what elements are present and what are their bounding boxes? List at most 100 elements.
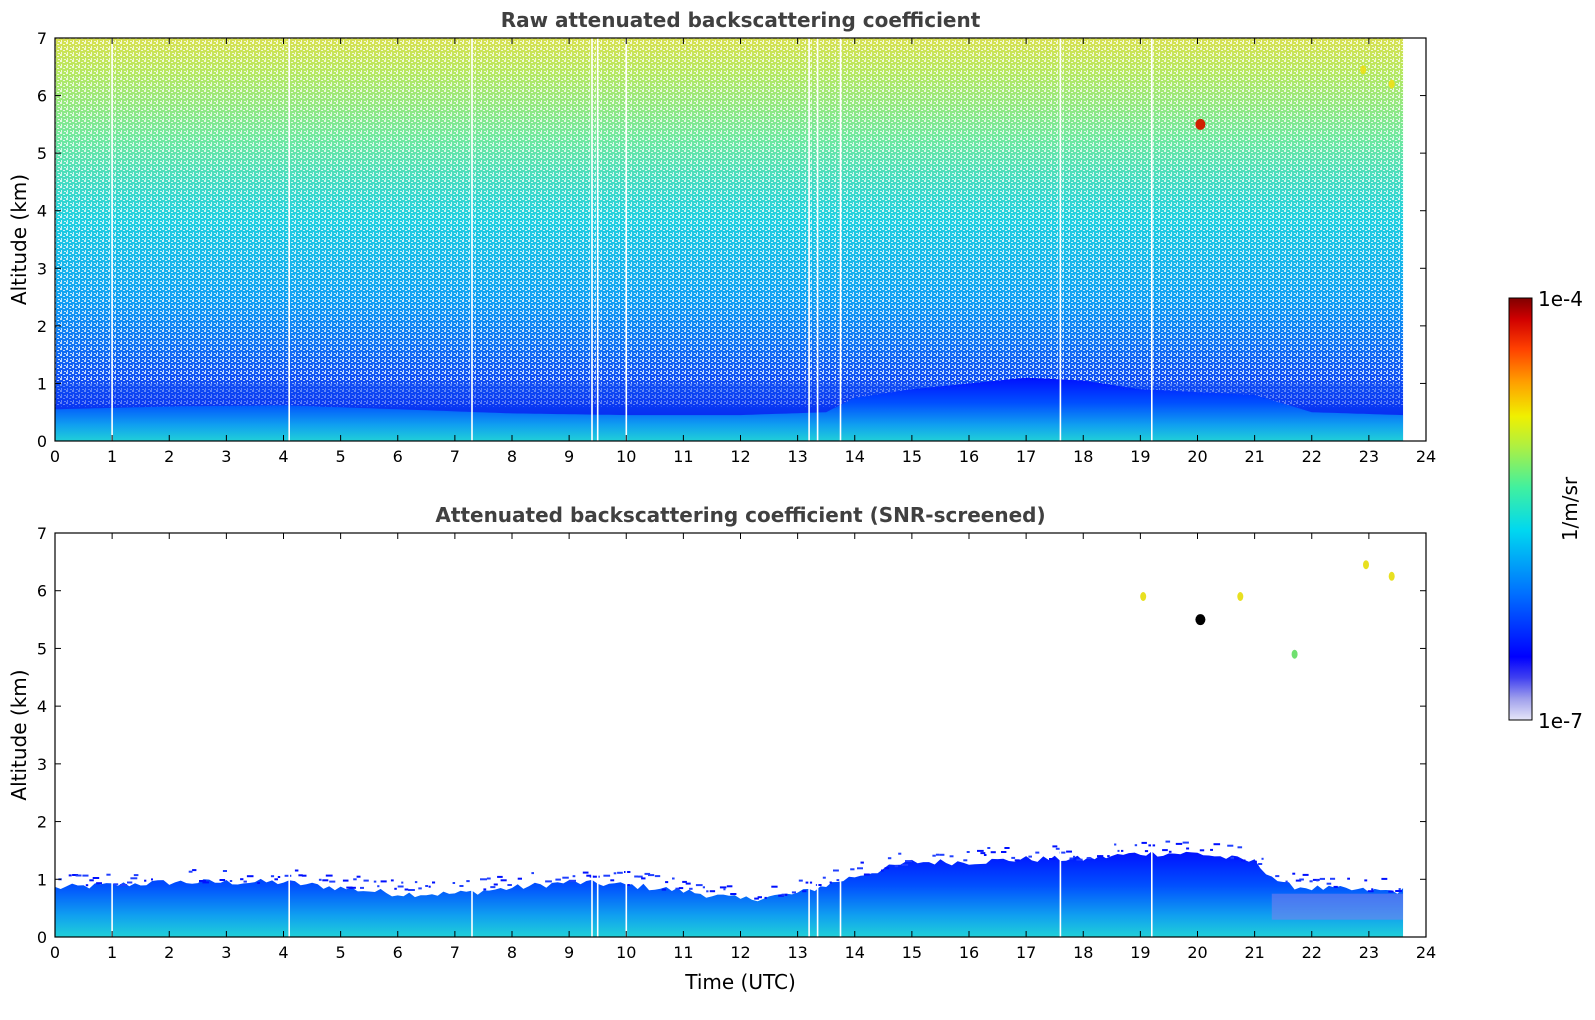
screened-fleck bbox=[222, 870, 227, 872]
screened-fleck bbox=[1395, 890, 1402, 892]
screened-fleck bbox=[322, 879, 329, 882]
screened-fleck bbox=[1069, 857, 1074, 860]
x-tick-label: 19 bbox=[1130, 447, 1150, 466]
screened-fleck bbox=[96, 882, 102, 885]
colorbar-max-label: 1e-4 bbox=[1538, 287, 1583, 311]
data-gap bbox=[596, 533, 599, 937]
x-tick-label: 16 bbox=[959, 943, 979, 962]
screened-fleck bbox=[719, 886, 727, 889]
screened-fleck bbox=[298, 874, 303, 877]
y-tick-label: 7 bbox=[37, 524, 47, 543]
data-gap bbox=[111, 533, 113, 937]
screened-fleck bbox=[572, 875, 576, 878]
screened-fleck bbox=[1086, 857, 1092, 860]
screened-fleck bbox=[555, 878, 561, 881]
data-gap bbox=[596, 38, 599, 441]
screened-fleck bbox=[966, 851, 970, 853]
screened-fleck bbox=[963, 859, 968, 862]
data-gap bbox=[288, 38, 290, 441]
data-gap bbox=[1151, 38, 1153, 441]
screened-fleck bbox=[401, 881, 404, 884]
screened-fleck bbox=[1168, 850, 1172, 853]
screened-fleck bbox=[935, 853, 940, 856]
screened-fleck bbox=[329, 880, 336, 883]
y-tick-label: 2 bbox=[37, 317, 47, 336]
x-tick-label: 2 bbox=[164, 447, 174, 466]
screened-fleck bbox=[672, 877, 675, 880]
y-tick-label: 0 bbox=[37, 432, 47, 451]
screened-fleck bbox=[901, 863, 909, 866]
screened-fleck bbox=[1199, 849, 1205, 852]
screened-fleck bbox=[641, 877, 646, 880]
screened-fleck bbox=[1299, 878, 1304, 881]
screened-fleck bbox=[425, 885, 429, 887]
x-tick-label: 9 bbox=[564, 943, 574, 962]
screened-fleck bbox=[414, 881, 418, 884]
screened-fleck bbox=[1326, 882, 1332, 885]
screened-fleck bbox=[1292, 872, 1296, 875]
screened-fleck bbox=[730, 893, 737, 895]
cloud-feature bbox=[1195, 614, 1206, 626]
screened-fleck bbox=[274, 878, 278, 881]
screened-fleck bbox=[863, 873, 870, 876]
screened-fleck bbox=[898, 852, 902, 855]
screened-fleck bbox=[113, 883, 119, 886]
screened-fleck bbox=[624, 871, 631, 873]
screened-fleck bbox=[1254, 860, 1257, 863]
screened-fleck bbox=[802, 890, 807, 893]
x-tick-label: 5 bbox=[336, 447, 346, 466]
screened-fleck bbox=[294, 869, 299, 872]
screened-fleck bbox=[202, 881, 209, 884]
data-gap bbox=[1059, 38, 1062, 441]
screened-fleck bbox=[466, 880, 470, 883]
screened-fleck bbox=[133, 874, 139, 877]
x-tick-label: 7 bbox=[450, 447, 460, 466]
screened-fleck bbox=[1367, 890, 1374, 893]
x-tick-label: 6 bbox=[393, 943, 403, 962]
screened-fleck bbox=[390, 879, 394, 882]
screened-fleck bbox=[980, 852, 986, 855]
x-tick-label: 10 bbox=[616, 943, 636, 962]
screened-fleck bbox=[459, 885, 464, 887]
screened-fleck bbox=[363, 879, 369, 882]
x-tick-label: 10 bbox=[616, 447, 636, 466]
screened-fleck bbox=[318, 878, 322, 881]
screened-fleck bbox=[791, 891, 796, 894]
screened-fleck bbox=[987, 847, 991, 849]
screened-fleck bbox=[270, 875, 275, 878]
y-tick-label: 1 bbox=[37, 870, 47, 889]
screened-fleck bbox=[1285, 880, 1288, 883]
data-gap bbox=[591, 38, 593, 441]
screened-fleck bbox=[610, 879, 615, 882]
screened-fleck bbox=[1381, 877, 1388, 880]
x-tick-label: 17 bbox=[1016, 943, 1036, 962]
x-tick-label: 20 bbox=[1187, 447, 1207, 466]
screened-fleck bbox=[815, 884, 822, 886]
screened-fleck bbox=[562, 876, 569, 879]
screened-fleck bbox=[68, 874, 72, 877]
screened-fleck bbox=[257, 882, 260, 884]
screened-fleck bbox=[92, 877, 100, 879]
screened-fleck bbox=[754, 897, 759, 900]
raw-x-axis: 0 1 2 3 4 5 6 7 8 9 10 11 12 13 14 15 16 17 18 19 20 21 22 23 24 bbox=[50, 38, 1436, 466]
screened-fleck bbox=[648, 874, 655, 877]
screened-fleck bbox=[1066, 850, 1072, 853]
screened-fleck bbox=[1240, 859, 1246, 862]
y-tick-label: 5 bbox=[37, 639, 47, 658]
no-data-region bbox=[1403, 38, 1426, 441]
screened-fleck bbox=[490, 886, 496, 889]
screened-fleck bbox=[1107, 855, 1110, 858]
data-gap bbox=[1151, 533, 1153, 937]
screened-fleck bbox=[822, 876, 826, 879]
screened-fleck bbox=[857, 867, 863, 870]
x-tick-label: 22 bbox=[1302, 447, 1322, 466]
cloud-feature bbox=[1291, 649, 1298, 659]
x-tick-label: 16 bbox=[959, 447, 979, 466]
y-tick-label: 7 bbox=[37, 29, 47, 48]
screened-fleck bbox=[1234, 857, 1239, 860]
data-gap bbox=[288, 533, 290, 937]
x-tick-label: 21 bbox=[1244, 447, 1264, 466]
x-tick-label: 15 bbox=[902, 447, 922, 466]
screened-fleck bbox=[603, 874, 611, 877]
